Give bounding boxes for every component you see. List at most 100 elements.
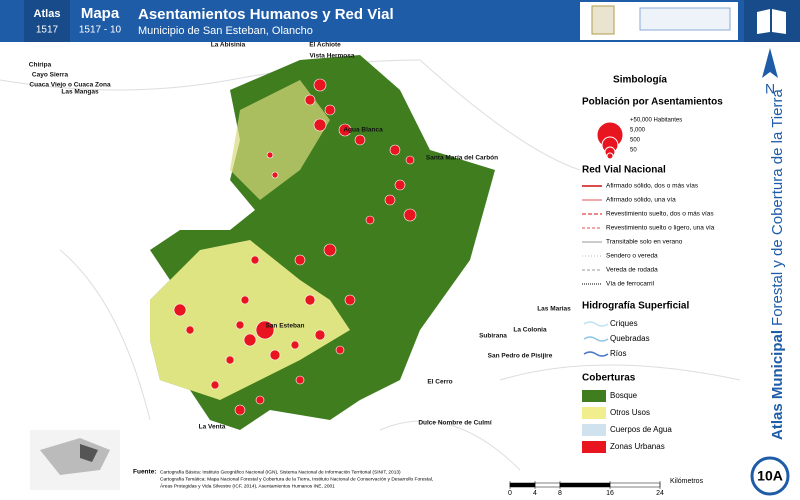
scale-segment (534, 482, 561, 488)
legend-label: Sendero o vereda (606, 253, 658, 260)
place-label: Santa María del Carbón (426, 155, 498, 162)
scale-unit: Kilómetros (670, 478, 704, 485)
legend-label: Revestimiento suelto, dos o más vías (606, 211, 714, 218)
place-label: Las Mangas (61, 89, 99, 96)
settlement-dot (403, 208, 417, 222)
settlement-dot (304, 294, 316, 306)
settlement-dot (240, 295, 250, 305)
source-line: Cartografía Básica: Instituto Geográfico… (160, 469, 401, 475)
place-label: San Pedro de Pisijire (488, 353, 553, 360)
place-label: Subirana (479, 333, 507, 340)
settlement-dot (173, 303, 187, 317)
north-label: N (765, 81, 775, 97)
scale-label: 8 (558, 490, 562, 497)
legend-section: Hidrografía Superficial (582, 301, 689, 312)
legend-section: Red Vial Nacional (582, 165, 666, 176)
legend-size: +50,000 Habitantes (630, 118, 682, 124)
atlas-code: 1517 (36, 25, 59, 36)
place-label: La Abisinia (211, 42, 246, 49)
place-label: Cuaca Viejo o Cuaca Zona (29, 82, 111, 89)
map-label: Mapa (81, 5, 120, 22)
legend-label: Transitable solo en verano (606, 239, 683, 246)
settlement-dot (365, 215, 375, 225)
settlement-dot (313, 118, 327, 132)
inset-country (40, 438, 110, 475)
legend-size: 500 (630, 138, 641, 144)
logo (639, 7, 731, 31)
legend-swatch (582, 407, 606, 419)
legend-water (583, 351, 609, 357)
scale-label: 0 (508, 490, 512, 497)
place-labels: La Abisinia El Achiote Vista Hermosa Chirip… (29, 42, 571, 431)
scale-label: 16 (606, 490, 614, 497)
legend-label: Cuerpos de Agua (610, 425, 672, 434)
place-label: Agua Blanca (343, 127, 383, 134)
settlement-dot (354, 134, 366, 146)
legend-label: Zonas Urbanas (610, 442, 665, 451)
north-arrow (762, 48, 778, 78)
legend-swatch (582, 390, 606, 402)
place-label: Las Marias (537, 306, 571, 313)
settlement-dot (323, 243, 337, 257)
place-label: San Esteban (265, 323, 304, 330)
legend-section: Población por Asentamientos (582, 97, 723, 108)
legend-label: Revestimiento suelto o ligero, una vía (606, 225, 715, 232)
source: Fuente: Cartografía Básica: Instituto Geo… (133, 469, 433, 490)
place-label: La Colonia (513, 327, 547, 334)
legend-label: Afirmado sólido, una vía (606, 197, 676, 204)
settlement-dot (290, 340, 300, 350)
sheet-badge (750, 456, 790, 496)
atlas-box (24, 0, 70, 42)
settlement-dot (210, 380, 220, 390)
settlement-dot (243, 333, 257, 347)
settlement-dot (405, 155, 415, 165)
legend-size: 50 (630, 148, 637, 154)
settlement-dot (304, 94, 316, 106)
logo (591, 5, 615, 35)
legend-label: Vía de ferrocarril (606, 281, 655, 288)
legend-label: Vereda de rodada (606, 267, 658, 274)
scale-segment (509, 482, 536, 488)
legend-label: Afirmado sólido, dos o más vías (606, 183, 699, 190)
place-label: Cayo Sierra (32, 72, 69, 79)
settlement-dot (225, 355, 235, 365)
legend-label: Criques (610, 319, 638, 328)
legend-swatch (582, 424, 606, 436)
legend-title: Simbología (613, 75, 667, 86)
source-label: Fuente: (133, 469, 156, 476)
settlement-dot (185, 325, 195, 335)
legend-circle (606, 152, 614, 160)
place-label: Vista Hermosa (309, 53, 354, 60)
legend-label: Quebradas (610, 334, 650, 343)
place-label: El Achiote (309, 42, 341, 49)
settlement-dot (338, 123, 352, 137)
other-uses-area (150, 240, 350, 400)
source-line: Cartografía Temática: Mapa Nacional Fore… (160, 476, 433, 482)
settlement-dot (269, 349, 281, 361)
settlement-dot (250, 255, 260, 265)
legend-label: Bosque (610, 391, 638, 400)
settlement-dot (344, 294, 356, 306)
sheet-code: 10A (757, 468, 783, 484)
settlement-dot (255, 395, 265, 405)
atlas-label: Atlas (34, 8, 61, 20)
settlement-dot (294, 254, 306, 266)
settlement-dot (313, 78, 327, 92)
settlement-dot (255, 320, 275, 340)
place-label: El Cerro (427, 379, 452, 386)
settlement-dot (235, 320, 245, 330)
scale-segment (609, 482, 661, 488)
legend-label: Ríos (610, 349, 626, 358)
source-line: Áreas Protegidas y Vida Silvestre (ICF, … (160, 482, 335, 489)
scale-label: 24 (656, 490, 664, 497)
legend-label: Otros Usos (610, 408, 650, 417)
settlement-dot (295, 375, 305, 385)
place-label: Dulce Nombre de Culmí (418, 420, 492, 427)
place-label: La Venta (199, 424, 226, 431)
map-code: 1517 - 10 (79, 25, 122, 36)
settlement-dot (324, 104, 336, 116)
settlement-dot (389, 144, 401, 156)
settlement-dot (266, 151, 274, 159)
settlement-dot (394, 179, 406, 191)
